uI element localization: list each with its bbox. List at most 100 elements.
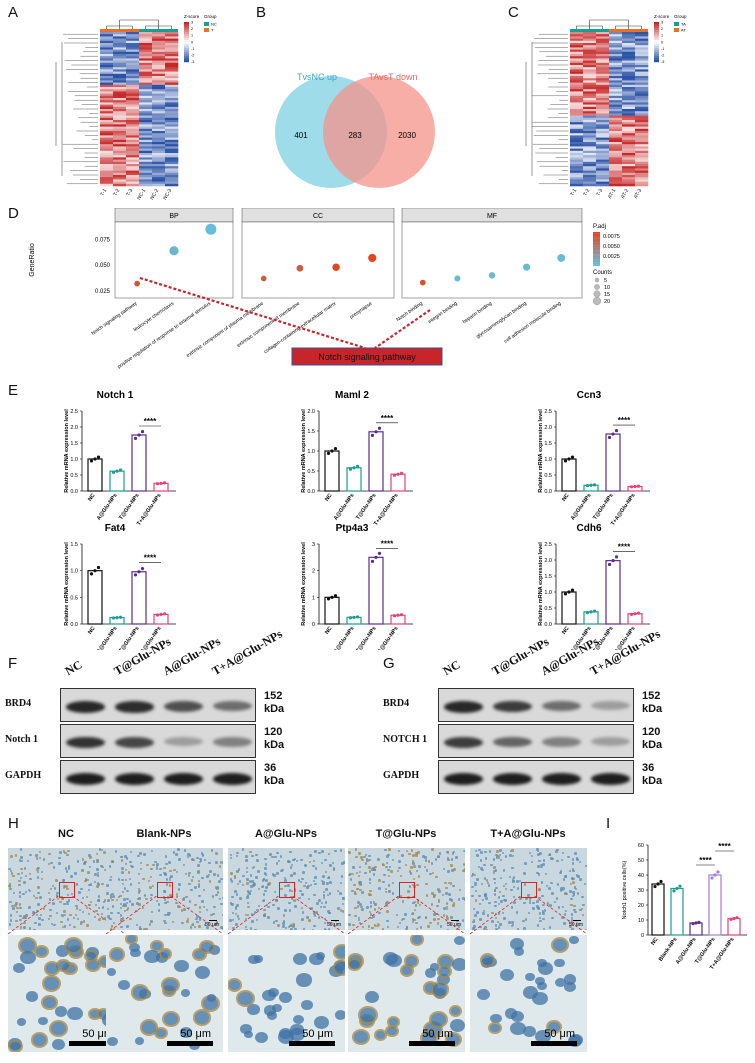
qpcr-tick-label: 0.0 bbox=[70, 489, 78, 495]
heatmap-cell bbox=[635, 157, 649, 160]
heatmap-cell bbox=[609, 102, 623, 105]
heatmap-cell bbox=[152, 159, 166, 163]
heatmap-cell bbox=[622, 89, 636, 92]
padj-legend-step bbox=[593, 238, 600, 241]
heatmap-cell bbox=[622, 78, 636, 81]
heatmap-cell bbox=[139, 62, 153, 66]
heatmap-cell bbox=[113, 183, 127, 187]
heatmap-cell bbox=[609, 40, 623, 44]
heatmap-cell bbox=[100, 78, 114, 81]
heatmap-cell bbox=[165, 60, 179, 64]
heatmap-cell bbox=[139, 98, 153, 101]
go-dot-plot: GeneRatio 0.075 0.050 0.025 BP Notch signalin… bbox=[29, 208, 620, 370]
heatmap-cell bbox=[126, 120, 140, 123]
heatmap-cell bbox=[152, 150, 166, 154]
heatmap-cell bbox=[139, 124, 153, 127]
heatmap-cell bbox=[113, 45, 127, 48]
heatmap-cell bbox=[126, 170, 140, 174]
legend-color-step bbox=[184, 24, 189, 27]
heatmap-cell bbox=[570, 36, 584, 39]
wb-size-unit: kDa bbox=[642, 703, 663, 715]
heatmap-cell bbox=[635, 95, 649, 99]
heatmap-cell bbox=[152, 100, 166, 103]
heatmap-cell bbox=[139, 47, 153, 50]
heatmap-cell bbox=[113, 78, 127, 81]
ihc-small-scale-label: 50 μm bbox=[205, 922, 219, 928]
heatmap-cell bbox=[152, 62, 166, 66]
heatmap-cell bbox=[596, 67, 610, 70]
qpcr-data-point bbox=[589, 483, 593, 487]
bar-data-point bbox=[672, 889, 676, 893]
heatmap-cell bbox=[596, 175, 610, 178]
heatmap-cell bbox=[165, 133, 179, 136]
qpcr-bar bbox=[605, 560, 621, 625]
wb-band bbox=[493, 701, 532, 713]
heatmap-cell bbox=[635, 56, 649, 59]
heatmap-cell bbox=[583, 133, 597, 136]
qpcr-data-point bbox=[348, 616, 353, 620]
qpcr-gene-title: Notch 1 bbox=[97, 390, 134, 401]
heatmap-cell bbox=[583, 56, 597, 59]
heatmap-cell bbox=[583, 93, 597, 97]
bar-tick-label: 60 bbox=[638, 843, 644, 849]
padj-legend-step bbox=[593, 245, 600, 248]
heatmap-cell bbox=[609, 181, 623, 185]
heatmap-cell bbox=[165, 131, 179, 134]
padj-legend-step bbox=[593, 262, 600, 265]
legend-color-step bbox=[184, 48, 189, 51]
heatmap-cell bbox=[622, 177, 636, 180]
legend-color-step bbox=[184, 26, 189, 29]
heatmap-cell bbox=[139, 56, 153, 59]
heatmap-cell bbox=[596, 161, 610, 165]
heatmap-cell bbox=[165, 142, 179, 145]
heatmap-cell bbox=[622, 51, 636, 55]
heatmap-cell bbox=[570, 153, 584, 156]
heatmap-cell bbox=[126, 144, 140, 147]
heatmap-cell bbox=[570, 54, 584, 57]
heatmap-cell bbox=[609, 142, 623, 145]
heatmap-cell bbox=[100, 62, 114, 66]
heatmap-cell bbox=[596, 91, 610, 94]
heatmap-column-label: T-1 bbox=[569, 188, 578, 197]
legend-color-step bbox=[184, 52, 189, 55]
heatmap-cell bbox=[100, 115, 114, 119]
heatmap-cell bbox=[622, 36, 636, 39]
group-bar-cell bbox=[609, 29, 622, 32]
ihc-low-mag-image: 50 μm bbox=[470, 848, 587, 930]
heatmap-cell bbox=[152, 67, 166, 70]
heatmap-cell bbox=[570, 128, 584, 132]
heatmap-cell bbox=[622, 150, 636, 154]
wb-size-value: 152 bbox=[642, 690, 661, 702]
wb-band bbox=[213, 737, 252, 747]
legend-color-step bbox=[654, 60, 659, 63]
go-dot bbox=[134, 280, 140, 287]
heatmap-cell bbox=[113, 135, 127, 138]
legend-z-title: Z-score bbox=[654, 14, 670, 19]
ihc-zoom-connector bbox=[469, 896, 588, 935]
heatmap-cell bbox=[113, 67, 127, 70]
heatmap-cell bbox=[570, 69, 584, 72]
go-y-tick: 0.025 bbox=[95, 289, 111, 295]
heatmap-cell bbox=[622, 102, 636, 105]
wb-band bbox=[115, 773, 154, 785]
heatmap-cell bbox=[622, 139, 636, 143]
heatmap-cell bbox=[165, 113, 179, 116]
heatmap-cell bbox=[152, 43, 166, 46]
heatmap-cell bbox=[113, 126, 127, 130]
heatmap-cell bbox=[570, 166, 584, 169]
heatmap-cell bbox=[139, 82, 153, 86]
heatmap-cell bbox=[152, 164, 166, 167]
qpcr-category-label: NC bbox=[561, 493, 570, 503]
heatmap-cell bbox=[139, 87, 153, 90]
heatmap-cell bbox=[100, 106, 114, 110]
heatmap-cell bbox=[635, 62, 649, 66]
heatmap-cell bbox=[622, 58, 636, 61]
heatmap-column-label: T-1 bbox=[99, 188, 108, 197]
heatmap-cell bbox=[165, 157, 179, 160]
wb-size-label: 120 kDa bbox=[642, 726, 662, 752]
heatmap-cell bbox=[570, 91, 584, 94]
legend-group-name: T bbox=[211, 28, 214, 33]
heatmap-cell bbox=[100, 87, 114, 90]
heatmap-cell bbox=[113, 142, 127, 145]
heatmap-cell bbox=[126, 60, 140, 64]
